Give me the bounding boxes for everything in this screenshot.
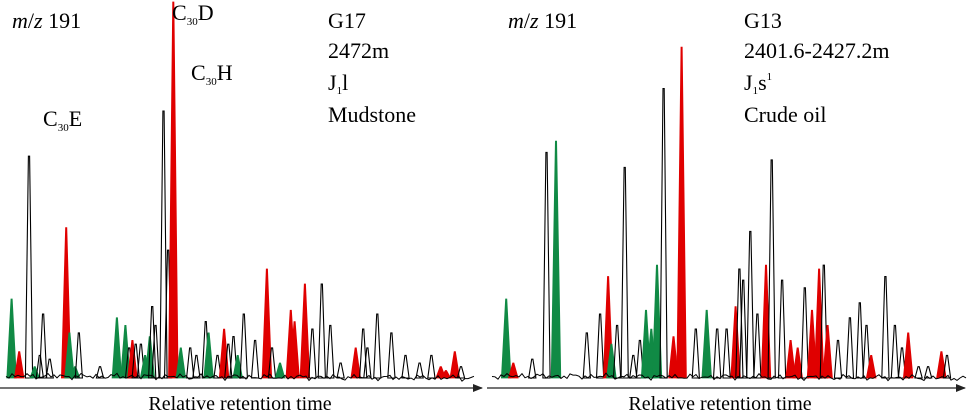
panel-2-peak-6 bbox=[582, 332, 591, 379]
panel-2-peak-18 bbox=[668, 336, 679, 379]
panel-1-sample-type: Mudstone bbox=[328, 102, 416, 127]
panel-1-peaks bbox=[6, 1, 466, 379]
panel-1-peak-28 bbox=[192, 354, 201, 379]
panel-2-peak-21 bbox=[701, 309, 712, 379]
panel-1-peak-51 bbox=[373, 313, 382, 379]
panel-1-peak-23 bbox=[159, 110, 168, 379]
panel-1-well: G17 bbox=[328, 8, 366, 33]
panel-2-peak-49 bbox=[923, 366, 933, 379]
panel-2-peak-45 bbox=[890, 324, 900, 379]
panel-1-peak-44 bbox=[308, 328, 317, 379]
panel-2-peak-11 bbox=[620, 166, 629, 379]
panel-2-well: G13 bbox=[744, 8, 782, 33]
panel-2-peak-35 bbox=[806, 309, 818, 379]
annotation-c30e: C30E bbox=[43, 106, 82, 134]
panel-2-peak-40 bbox=[845, 317, 855, 379]
panel-2-peak-47 bbox=[902, 332, 914, 379]
panel-1-peak-45 bbox=[317, 283, 326, 379]
panel-2-peak-23 bbox=[722, 328, 731, 379]
panel-1-peak-13 bbox=[111, 317, 123, 379]
panel-1-peak-37 bbox=[250, 339, 260, 379]
panel-1-peak-11 bbox=[74, 332, 83, 379]
panel-1-peak-26 bbox=[175, 347, 187, 379]
panel-2-peak-41 bbox=[855, 302, 864, 379]
panel-2-peak-16 bbox=[651, 264, 663, 379]
panel-2-peaks bbox=[500, 46, 952, 379]
panel-1-peak-12 bbox=[95, 366, 105, 379]
panel-2-formation: J1s1 bbox=[744, 70, 772, 97]
panel-2-baseline bbox=[491, 372, 967, 382]
panel-2-depth: 2401.6-2427.2m bbox=[744, 38, 889, 63]
panel-2-peak-44 bbox=[881, 275, 890, 379]
chart-panel-2: Relative retention time m/z 191 G13 2401… bbox=[487, 8, 967, 413]
panel-2-peak-27 bbox=[746, 230, 755, 379]
panel-2-peak-48 bbox=[914, 366, 923, 379]
panel-2-peak-12 bbox=[629, 354, 638, 379]
panel-1-peak-59 bbox=[456, 366, 466, 379]
panel-1-peak-6 bbox=[38, 313, 48, 379]
panel-2-peak-32 bbox=[785, 340, 796, 379]
panel-2-peak-28 bbox=[753, 313, 762, 379]
panel-1-peak-3 bbox=[24, 155, 34, 379]
panel-1-peak-30 bbox=[203, 332, 214, 379]
panel-1-peak-55 bbox=[427, 354, 436, 379]
panel-2-peak-39 bbox=[833, 339, 843, 379]
panel-2-peak-31 bbox=[777, 279, 787, 379]
panel-1-peak-7 bbox=[45, 358, 54, 379]
panel-2-x-axis-label: Relative retention time bbox=[628, 393, 811, 413]
panel-1-baseline bbox=[5, 372, 475, 382]
panel-1-peak-27 bbox=[185, 347, 195, 379]
panel-1-peak-25 bbox=[168, 1, 179, 379]
panel-2-peak-34 bbox=[800, 287, 809, 379]
panel-2-peak-43 bbox=[865, 355, 877, 379]
chart-panel-1: Relative retention time m/z 191 G17 2472… bbox=[0, 0, 483, 413]
panel-2-peak-5 bbox=[550, 140, 562, 379]
panel-2-peak-1 bbox=[500, 298, 512, 379]
panel-1-depth: 2472m bbox=[328, 38, 389, 63]
panel-1-x-axis-label: Relative retention time bbox=[148, 393, 331, 413]
panel-2-peak-17 bbox=[659, 87, 668, 379]
panel-2-peak-22 bbox=[712, 328, 722, 379]
panel-1-peak-50 bbox=[363, 347, 372, 379]
panel-1-peak-32 bbox=[218, 328, 230, 379]
panel-2-title: m/z 191 bbox=[508, 8, 577, 33]
annotation-c30d: C30D bbox=[172, 0, 214, 28]
annotation-c30h: C30H bbox=[191, 60, 233, 88]
panel-1-peak-48 bbox=[350, 347, 361, 379]
panel-1-peak-1 bbox=[6, 298, 17, 379]
panel-1-peak-47 bbox=[336, 362, 345, 379]
panel-1-title: m/z 191 bbox=[12, 8, 81, 33]
panel-2-peak-7 bbox=[595, 313, 605, 379]
panel-2-peak-38 bbox=[822, 325, 833, 379]
panel-1-peak-52 bbox=[387, 332, 396, 379]
panel-1-peak-43 bbox=[299, 283, 311, 379]
panel-1-peak-22 bbox=[151, 324, 160, 379]
panel-2-peak-19 bbox=[676, 46, 687, 379]
panel-1-peak-54 bbox=[415, 362, 424, 379]
panel-1-peak-40 bbox=[274, 362, 286, 379]
panel-1-peak-53 bbox=[401, 354, 410, 379]
panel-2-peak-26 bbox=[739, 279, 748, 379]
panel-2-peak-20 bbox=[691, 328, 700, 379]
panel-1-peak-46 bbox=[326, 324, 335, 379]
panel-2-peak-2 bbox=[507, 362, 519, 379]
panel-1-formation: J1l bbox=[328, 70, 348, 97]
panel-2-sample-type: Crude oil bbox=[744, 102, 827, 127]
panel-1-peak-36 bbox=[239, 313, 248, 379]
panel-2-peak-51 bbox=[942, 354, 952, 379]
panel-1-peak-2 bbox=[13, 351, 25, 379]
panel-2-peak-4 bbox=[542, 151, 551, 379]
panel-1-peak-42 bbox=[289, 321, 300, 379]
panel-2-peak-3 bbox=[528, 358, 537, 379]
